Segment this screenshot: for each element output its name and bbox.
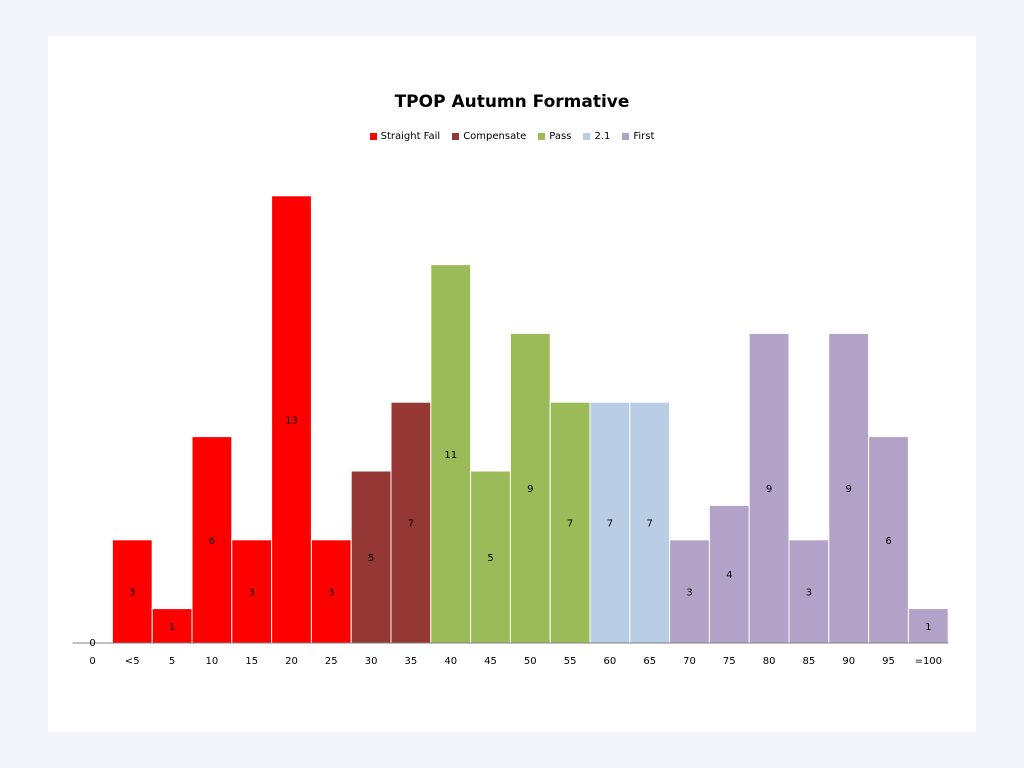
chart-title: TPOP Autumn Formative [394, 92, 630, 112]
bar [390, 401, 432, 644]
x-tick-label: 30 [365, 656, 378, 667]
x-tick-label: 55 [564, 656, 577, 667]
bar [669, 539, 710, 644]
bar [868, 436, 909, 644]
data-label: 13 [285, 415, 298, 426]
data-label: 11 [444, 450, 457, 461]
x-tick-label: 70 [683, 656, 696, 667]
bar [828, 332, 870, 644]
data-label: 6 [885, 536, 891, 547]
x-tick-label: <5 [125, 656, 140, 667]
bar [310, 539, 352, 644]
x-tick-label: 80 [763, 656, 776, 667]
legend-item-compensate: Compensate [452, 131, 526, 142]
bar [907, 608, 949, 644]
data-label: 7 [607, 519, 613, 530]
data-label: 3 [129, 587, 135, 598]
legend-label-straight-fail: Straight Fail [380, 131, 441, 142]
bar [708, 504, 750, 644]
x-tick-label: 65 [643, 656, 656, 667]
data-label: 7 [647, 519, 653, 530]
x-tick-label: 25 [325, 656, 338, 667]
data-label: 1 [925, 622, 931, 633]
bar [111, 539, 153, 644]
x-tick-label: 40 [444, 656, 457, 667]
bar [549, 401, 591, 644]
data-label: 3 [686, 587, 692, 598]
legend-swatch-compensate [452, 133, 460, 140]
x-tick-label: 60 [604, 656, 617, 667]
bar [629, 401, 671, 644]
bar [788, 539, 830, 644]
legend-item-2-1: 2.1 [583, 131, 610, 142]
data-label: 9 [527, 484, 533, 495]
data-label: 7 [567, 519, 573, 530]
data-label: 7 [408, 519, 414, 530]
legend-item-straight-fail: Straight Fail [369, 131, 441, 142]
data-label: 1 [169, 622, 175, 633]
bar [350, 470, 392, 644]
x-tick-label: 35 [405, 656, 418, 667]
data-label: 3 [249, 587, 255, 598]
x-tick-label: 75 [723, 656, 736, 667]
data-label: 0 [89, 638, 95, 649]
data-label: 9 [846, 484, 852, 495]
data-label: 3 [806, 587, 812, 598]
legend-label-2-1: 2.1 [594, 131, 611, 142]
chart-legend: Straight Fail Compensate Pass 2.1 First [0, 131, 1024, 142]
x-tick-label: 5 [169, 656, 175, 667]
data-label: 5 [368, 553, 374, 564]
x-tick-label: 95 [882, 656, 895, 667]
legend-label-compensate: Compensate [463, 131, 527, 142]
legend-label-first: First [633, 131, 655, 142]
bar [509, 332, 551, 644]
data-label: 4 [726, 570, 732, 581]
legend-swatch-2-1 [583, 133, 591, 140]
x-tick-label: 20 [285, 656, 298, 667]
data-label: 3 [328, 587, 334, 598]
x-tick-label: 0 [89, 656, 95, 667]
bar [271, 195, 312, 644]
bar [748, 332, 790, 644]
x-tick-label: 45 [484, 656, 497, 667]
data-label: 5 [487, 553, 493, 564]
legend-swatch-pass [538, 133, 546, 140]
x-tick-label: 10 [206, 656, 219, 667]
legend-item-first: First [622, 131, 654, 142]
legend-swatch-first [622, 133, 630, 140]
data-label: 9 [766, 484, 772, 495]
x-tick-label: 85 [803, 656, 816, 667]
legend-swatch-straight-fail [369, 133, 377, 140]
legend-label-pass: Pass [549, 131, 572, 142]
x-tick-label: 15 [245, 656, 258, 667]
data-label: 6 [209, 536, 215, 547]
x-tick-label: 50 [524, 656, 537, 667]
x-tick-label: =100 [915, 656, 942, 667]
legend-item-pass: Pass [538, 131, 571, 142]
x-tick-label: 90 [842, 656, 855, 667]
